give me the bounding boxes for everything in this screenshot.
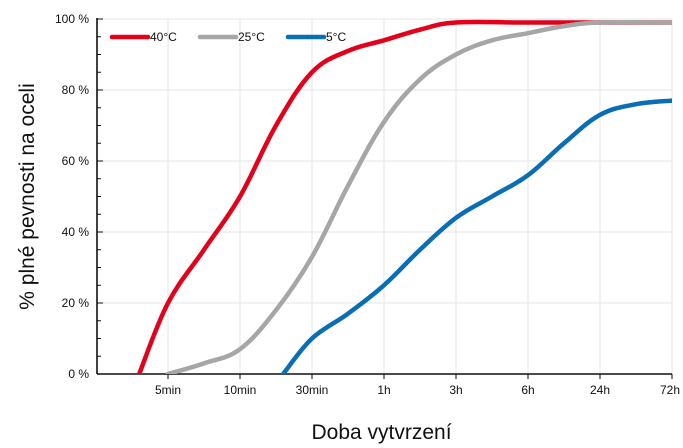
y-tick-label: 20 % [62,296,90,310]
axes: 0 % 20 % 40 % 60 % 80 % 100 % 5min 10min 30min 1h… [55,12,680,397]
x-axis-title: Doba vytvrzení [311,421,451,444]
y-tick-label: 80 % [62,83,90,97]
y-tick-label: 60 % [62,154,90,168]
y-tick-label: 40 % [62,225,90,239]
series-lines [136,19,672,374]
x-tick-label: 3h [449,383,462,397]
y-axis-title: % plné pevnosti na oceli [16,83,39,309]
y-tick-label: 100 % [55,12,89,26]
series-line-2 [280,98,672,374]
x-tick-label: 30min [296,383,329,397]
x-tick-label: 5min [155,383,181,397]
x-tick-label: 10min [224,383,257,397]
series-line-1 [165,20,672,374]
legend-label: 25°C [238,30,265,44]
grid [97,18,673,374]
legend: 40°C 25°C 5°C [109,30,346,44]
x-tick-label: 72h [660,383,680,397]
series-line-0 [136,19,672,374]
y-tick-label: 0 % [68,367,89,381]
x-tick-label: 24h [590,383,610,397]
x-tick-label: 6h [521,383,534,397]
x-tick-label: 1h [377,383,390,397]
legend-label: 40°C [150,30,177,44]
legend-label: 5°C [326,30,346,44]
